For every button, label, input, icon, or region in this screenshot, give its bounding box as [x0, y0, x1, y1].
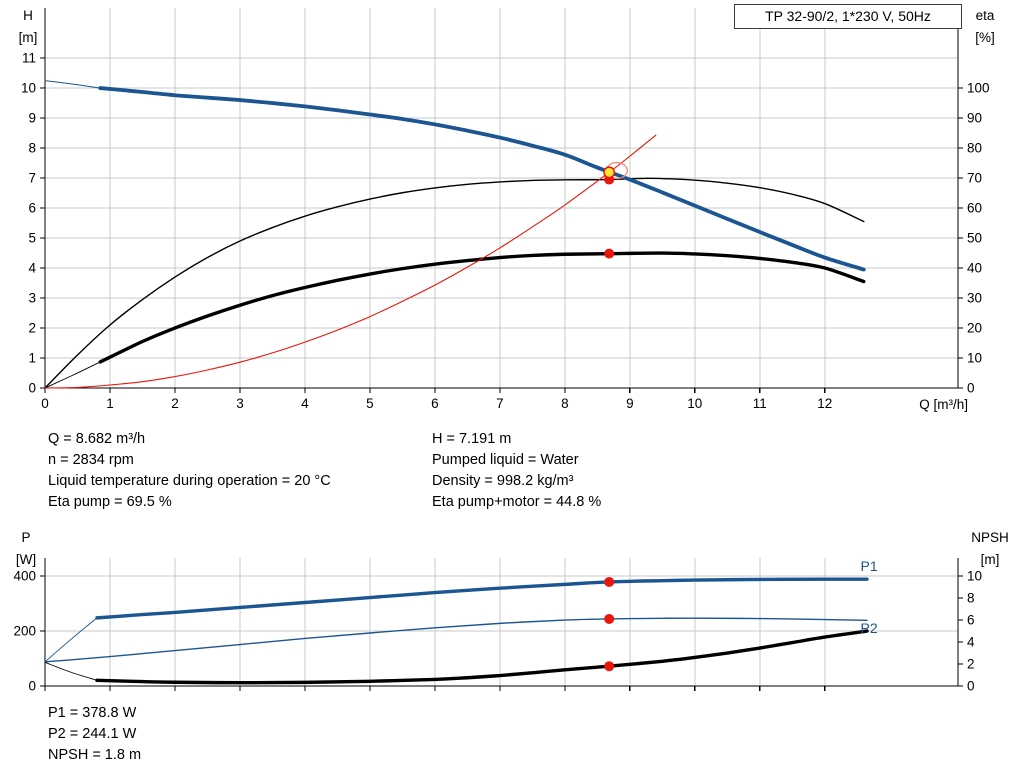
info-speed: n = 2834 rpm	[48, 452, 134, 468]
right-axis-tick-label: 10	[967, 351, 982, 366]
x-axis-title: Q [m³/h]	[919, 397, 968, 412]
left-axis-tick-label: 2	[28, 321, 36, 336]
pump-title-box: TP 32-90/2, 1*230 V, 50Hz	[734, 4, 962, 29]
info-liquid-temperature: Liquid temperature during operation = 20…	[48, 473, 331, 489]
left-axis-title: H	[23, 8, 33, 23]
left-axis-tick-label: 5	[28, 231, 36, 246]
right-axis-tick-label: 0	[967, 679, 975, 694]
p1-duty-point[interactable]	[604, 576, 615, 587]
right-axis-tick-label: 40	[967, 261, 982, 276]
info-eta-pump: Eta pump = 69.5 %	[48, 494, 172, 510]
duty-info-left: Q = 8.682 m³/h n = 2834 rpm Liquid tempe…	[48, 429, 331, 513]
right-axis-title: NPSH	[971, 530, 1009, 545]
x-axis-tick-label: 4	[301, 396, 309, 411]
npsh-curve	[95, 629, 869, 685]
info-density: Density = 998.2 kg/m³	[432, 473, 574, 489]
curve-label-p2: P2	[861, 620, 878, 636]
left-axis-title: [W]	[16, 552, 36, 567]
left-axis-tick-label: 400	[13, 569, 36, 584]
x-axis-tick-label: 12	[817, 396, 832, 411]
eta-pump-motor-lead	[44, 361, 101, 389]
info-p2: P2 = 244.1 W	[48, 726, 137, 742]
npsh-duty-point[interactable]	[604, 661, 615, 672]
pump-curve	[98, 86, 866, 272]
system-curve	[44, 134, 657, 389]
pump-curve-lead	[44, 80, 101, 89]
power-npsh-chart[interactable]: 0 200 400 0 2 4 6 8 10 P [W] NPSH [m] P1 P2	[13, 530, 1008, 694]
left-axis-tick-label: 200	[13, 624, 36, 639]
eta-pump-motor-curve	[98, 251, 866, 364]
right-axis-tick-label: 2	[967, 657, 975, 672]
left-axis-title: [m]	[19, 30, 38, 45]
left-axis-tick-label: 6	[28, 201, 36, 216]
x-axis-tick-label: 1	[106, 396, 114, 411]
x-axis-tick-label: 3	[236, 396, 244, 411]
right-axis-tick-label: 80	[967, 141, 982, 156]
left-axis-tick-label: 10	[21, 81, 36, 96]
right-axis-title: [%]	[975, 30, 995, 45]
left-axis-tick-label: 11	[22, 51, 36, 66]
right-axis-tick-label: 8	[967, 591, 975, 606]
info-npsh: NPSH = 1.8 m	[48, 747, 142, 763]
x-axis-tick-label: 5	[366, 396, 374, 411]
left-axis-tick-label: 1	[28, 351, 36, 366]
x-axis-tick-label: 6	[431, 396, 439, 411]
right-axis-tick-label: 100	[967, 81, 990, 96]
right-axis-tick-label: 0	[967, 381, 975, 396]
left-axis-tick-label: 0	[28, 381, 36, 396]
p1-lead	[44, 617, 98, 663]
left-axis-tick-label: 9	[28, 111, 36, 126]
right-axis-tick-label: 4	[967, 635, 975, 650]
duty-point[interactable]	[603, 166, 616, 179]
left-axis-title: P	[21, 530, 30, 545]
curve-label-p1: P1	[861, 558, 878, 574]
left-axis-tick-label: 8	[28, 141, 36, 156]
npsh-lead	[44, 661, 98, 681]
left-axis-tick-label: 7	[28, 171, 36, 186]
right-axis-tick-label: 20	[967, 321, 982, 336]
right-axis-tick-label: 10	[967, 569, 982, 584]
right-axis-tick-label: 70	[967, 171, 982, 186]
right-axis-tick-label: 6	[967, 613, 975, 628]
right-axis-title: [m]	[981, 552, 1000, 567]
x-axis-tick-label: 7	[496, 396, 504, 411]
duty-info-right: H = 7.191 m Pumped liquid = Water Densit…	[432, 429, 601, 513]
info-head: H = 7.191 m	[432, 431, 512, 447]
x-axis-tick-label: 0	[41, 396, 49, 411]
info-p1: P1 = 378.8 W	[48, 705, 137, 721]
eta-pump-motor-point[interactable]	[604, 248, 615, 259]
p2-duty-point[interactable]	[604, 613, 615, 624]
left-axis-tick-label: 4	[28, 261, 36, 276]
right-axis-title: eta	[976, 8, 995, 23]
x-axis-tick-label: 11	[753, 396, 767, 411]
p1-curve	[95, 577, 869, 620]
right-axis-tick-label: 90	[967, 111, 982, 126]
p2-curve	[44, 617, 868, 663]
left-axis-tick-label: 3	[28, 291, 36, 306]
x-axis-tick-label: 8	[561, 396, 569, 411]
eta-pump-curve	[44, 177, 865, 389]
left-axis-tick-label: 0	[28, 679, 36, 694]
info-eta-pump-motor: Eta pump+motor = 44.8 %	[432, 494, 602, 510]
right-axis-tick-label: 50	[967, 231, 982, 246]
power-npsh-info: P1 = 378.8 W P2 = 244.1 W NPSH = 1.8 m	[48, 703, 141, 766]
right-axis-tick-label: 60	[967, 201, 982, 216]
info-pumped-liquid: Pumped liquid = Water	[432, 452, 579, 468]
x-axis-tick-label: 10	[687, 396, 702, 411]
right-axis-tick-label: 30	[967, 291, 982, 306]
x-axis-tick-label: 2	[171, 396, 179, 411]
x-axis-tick-label: 9	[626, 396, 634, 411]
info-flow: Q = 8.682 m³/h	[48, 431, 146, 447]
